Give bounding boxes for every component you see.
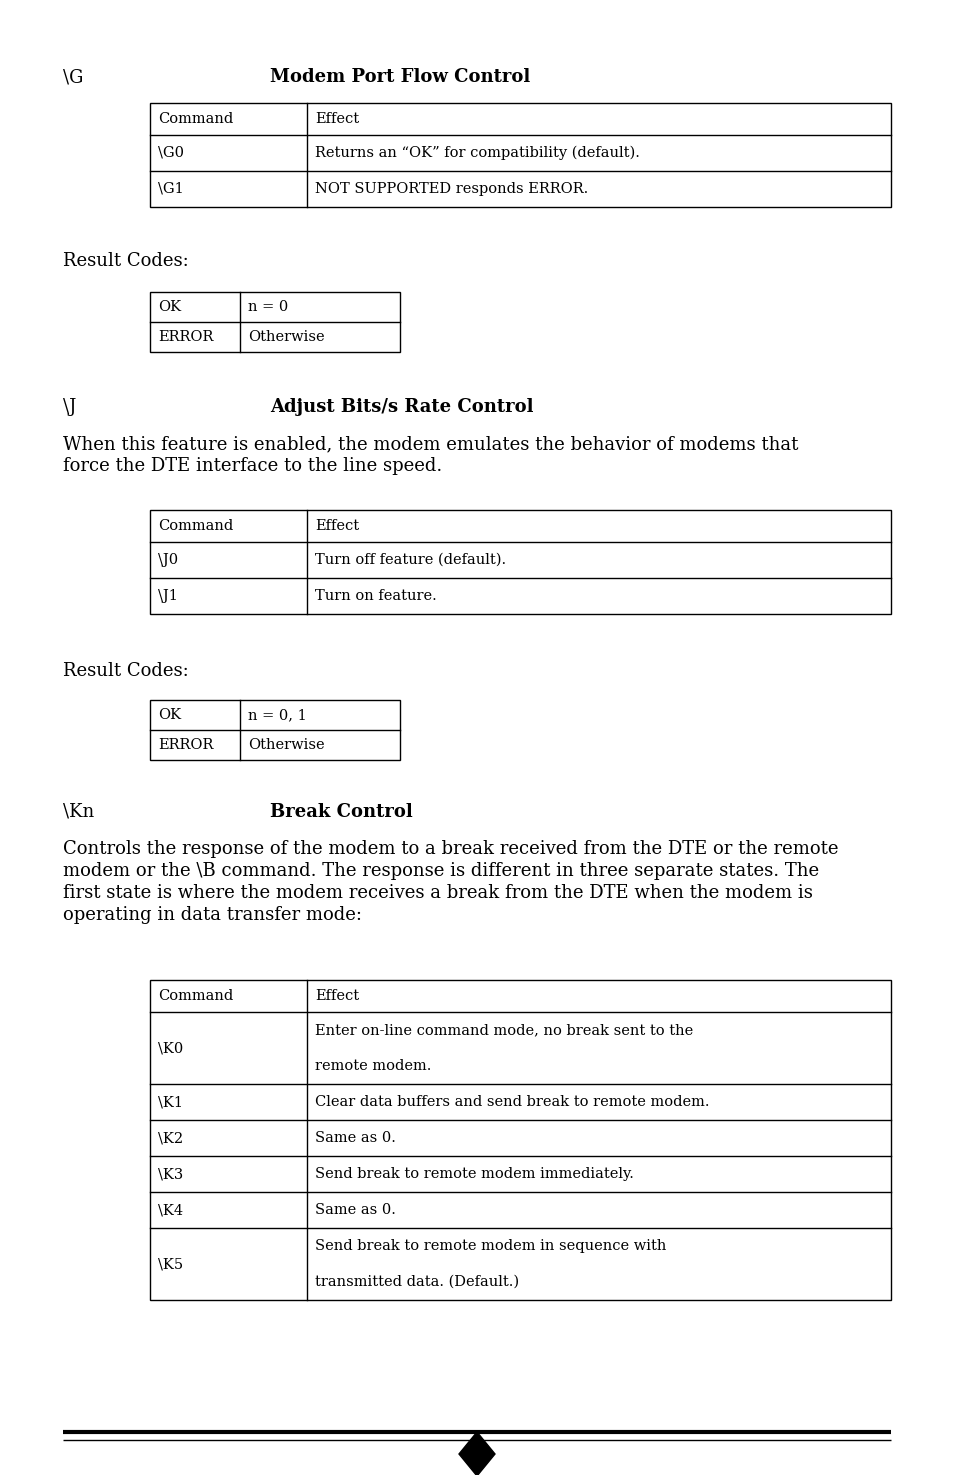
Text: Command: Command: [158, 519, 233, 532]
Text: \K0: \K0: [158, 1041, 183, 1055]
Text: Break Control: Break Control: [270, 802, 413, 822]
Text: \K4: \K4: [158, 1204, 183, 1217]
Text: force the DTE interface to the line speed.: force the DTE interface to the line spee…: [63, 457, 442, 475]
Text: \G: \G: [63, 68, 83, 86]
Text: \G0: \G0: [158, 146, 184, 159]
Text: \K1: \K1: [158, 1094, 183, 1109]
Bar: [150, 103, 890, 207]
Bar: [150, 510, 890, 614]
Text: Otherwise: Otherwise: [248, 738, 324, 752]
Text: \J: \J: [63, 398, 76, 416]
Text: transmitted data. (Default.): transmitted data. (Default.): [314, 1274, 518, 1289]
Text: \G1: \G1: [158, 181, 184, 196]
Polygon shape: [458, 1432, 495, 1475]
Text: first state is where the modem receives a break from the DTE when the modem is: first state is where the modem receives …: [63, 884, 812, 903]
Text: Clear data buffers and send break to remote modem.: Clear data buffers and send break to rem…: [314, 1094, 709, 1109]
Text: Returns an “OK” for compatibility (default).: Returns an “OK” for compatibility (defau…: [314, 146, 639, 161]
Text: Effect: Effect: [314, 519, 358, 532]
Text: Same as 0.: Same as 0.: [314, 1131, 395, 1145]
Text: Send break to remote modem in sequence with: Send break to remote modem in sequence w…: [314, 1239, 666, 1252]
Text: Turn on feature.: Turn on feature.: [314, 589, 436, 603]
Text: ERROR: ERROR: [158, 330, 213, 344]
Text: Adjust Bits/s Rate Control: Adjust Bits/s Rate Control: [270, 398, 533, 416]
Text: Result Codes:: Result Codes:: [63, 252, 189, 270]
Text: Effect: Effect: [314, 112, 358, 125]
Text: Modem Port Flow Control: Modem Port Flow Control: [270, 68, 530, 86]
Text: \J0: \J0: [158, 553, 178, 566]
Text: remote modem.: remote modem.: [314, 1059, 431, 1072]
Text: Result Codes:: Result Codes:: [63, 662, 189, 680]
Text: Enter on-line command mode, no break sent to the: Enter on-line command mode, no break sen…: [314, 1024, 693, 1037]
Text: modem or the \B command. The response is different in three separate states. The: modem or the \B command. The response is…: [63, 861, 819, 881]
Bar: [150, 979, 890, 1299]
Text: \K3: \K3: [158, 1167, 183, 1181]
Text: Same as 0.: Same as 0.: [314, 1204, 395, 1217]
Text: Send break to remote modem immediately.: Send break to remote modem immediately.: [314, 1167, 633, 1181]
Bar: [150, 292, 399, 353]
Text: Effect: Effect: [314, 990, 358, 1003]
Text: Controls the response of the modem to a break received from the DTE or the remot: Controls the response of the modem to a …: [63, 839, 838, 858]
Text: Command: Command: [158, 112, 233, 125]
Text: \Kn: \Kn: [63, 802, 94, 822]
Text: n = 0, 1: n = 0, 1: [248, 708, 307, 721]
Text: \K2: \K2: [158, 1131, 183, 1145]
Text: n = 0: n = 0: [248, 299, 288, 314]
Text: OK: OK: [158, 299, 181, 314]
Text: \K5: \K5: [158, 1257, 183, 1271]
Text: When this feature is enabled, the modem emulates the behavior of modems that: When this feature is enabled, the modem …: [63, 435, 798, 453]
Bar: [150, 701, 399, 760]
Text: OK: OK: [158, 708, 181, 721]
Text: Otherwise: Otherwise: [248, 330, 324, 344]
Text: Command: Command: [158, 990, 233, 1003]
Text: operating in data transfer mode:: operating in data transfer mode:: [63, 906, 361, 923]
Text: ERROR: ERROR: [158, 738, 213, 752]
Text: \J1: \J1: [158, 589, 177, 603]
Text: Turn off feature (default).: Turn off feature (default).: [314, 553, 506, 566]
Text: NOT SUPPORTED responds ERROR.: NOT SUPPORTED responds ERROR.: [314, 181, 588, 196]
